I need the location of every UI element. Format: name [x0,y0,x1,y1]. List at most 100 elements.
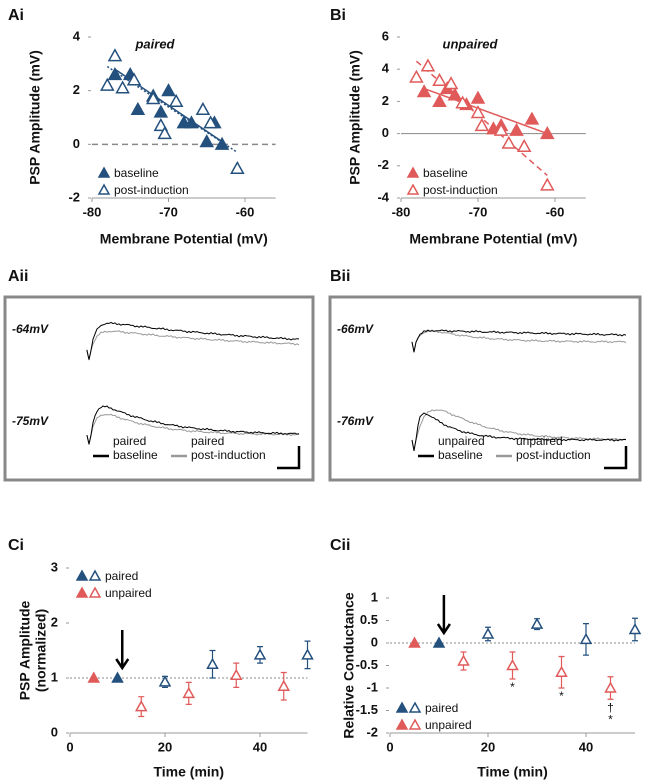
y-tick-label: 0.5 [360,612,378,627]
point [145,91,161,105]
point [130,101,146,115]
legend-marker [75,586,89,598]
point [277,679,291,691]
x-axis-label: Membrane Potential (mV) [409,231,577,247]
point [555,665,568,677]
point [253,648,267,660]
trace [86,321,300,360]
legend-label: post-induction [516,448,591,462]
legend-marker [75,569,89,581]
y-tick-label: 4 [73,28,81,43]
point [230,160,245,175]
panel-label: Ai [8,7,24,24]
legend-label: baseline [438,448,483,462]
point [530,617,544,629]
legend-label: unpaired [516,434,563,448]
x-tick-label: -60 [236,204,255,219]
point [540,177,555,191]
point [107,48,123,62]
legend-marker [408,701,422,713]
y-tick-label: 0 [73,136,80,151]
legend-marker [88,569,102,581]
legend-marker [395,701,409,713]
panel-label: Bi [330,7,346,24]
panel-label: Aii [8,268,28,285]
legend-label: paired [105,569,138,583]
legend-label: baseline [423,166,468,180]
legend-marker [97,166,111,178]
point [474,118,490,132]
x-axis-label: Time (min) [477,764,548,780]
y-tick-label: -4 [377,189,389,204]
point [126,72,142,86]
chart-title: paired [134,36,175,51]
annotation: * [608,712,613,726]
y-tick-label: 2 [51,614,58,629]
point [432,93,447,107]
annotation: * [559,689,564,703]
point [481,627,495,639]
trace-frame [3,295,315,482]
y-tick-label: 3 [51,559,58,574]
legend-label: post-induction [423,183,498,197]
trace-label: -76mV [337,414,374,428]
scale-bar [604,446,628,470]
x-tick-label: 40 [579,739,593,754]
trace [86,405,300,445]
point [420,58,436,72]
point [501,135,517,149]
x-axis-label: Time (min) [153,764,224,780]
point [301,648,314,660]
x-tick-label: 20 [158,739,172,754]
y-tick-label: 1 [371,589,378,604]
legend-marker [395,718,409,730]
legend-marker [406,166,420,178]
fit-line [423,87,548,135]
y-tick-label: 0 [382,125,389,140]
point [506,658,519,671]
y-tick-label: 2 [382,93,389,108]
x-tick-label: -80 [83,204,102,219]
point [540,126,555,140]
trace [411,412,627,451]
point [199,134,215,148]
annotation: † [607,700,614,714]
y-tick-label: -1.5 [356,702,378,717]
point [87,671,101,683]
y-tick-label: -2 [366,724,378,739]
point [115,80,130,94]
point [161,83,176,97]
y-tick-label: 0 [51,724,58,739]
point [432,636,446,648]
point [455,95,470,109]
point [203,115,218,129]
y-tick-label: -1 [366,679,378,694]
point [524,111,540,125]
arrow [436,595,451,636]
legend-label: post-induction [114,183,189,197]
legend-label: paired [113,434,146,448]
annotation: * [510,680,515,694]
y-tick-label: 0 [371,634,378,649]
legend-label: paired [425,701,458,715]
point [229,668,243,680]
point [432,72,447,87]
x-tick-label: 0 [386,739,393,754]
chart-title: unpaired [443,36,499,51]
y-axis-label: PSP Amplitude (mV) [27,50,43,185]
point [457,654,470,666]
x-tick-label: 40 [253,739,267,754]
trace-label: -66mV [337,322,374,336]
x-tick-label: 0 [66,739,73,754]
x-tick-label: -70 [469,204,488,219]
point [416,84,432,98]
point [604,681,617,693]
point [628,622,642,635]
y-tick-label: 4 [382,61,390,76]
trace [411,329,627,352]
y-axis-label: (normalized) [33,609,49,692]
legend-marker [406,183,420,195]
y-axis-label: PSP Amplitude (mV) [347,50,363,185]
point [516,138,532,153]
